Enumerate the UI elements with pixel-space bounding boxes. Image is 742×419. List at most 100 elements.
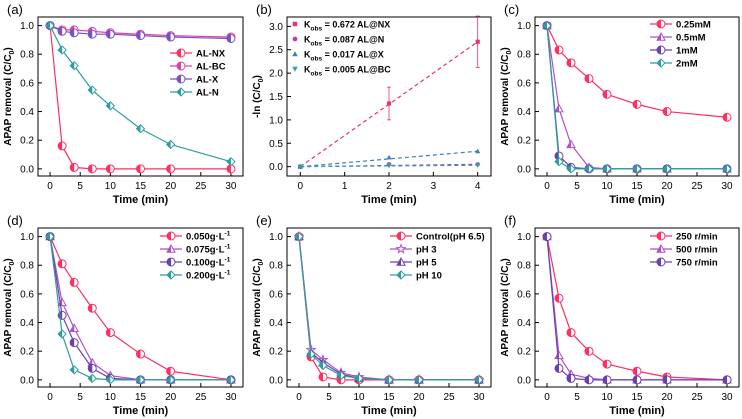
data-point-fill [166,140,171,149]
data-point-fill [88,164,93,173]
data-point-fill [307,350,311,359]
x-tick-label: 30 [721,181,733,192]
legend-marker-fill [657,59,661,67]
y-tick-label: 0.8 [269,261,283,272]
x-tick-label: 0 [544,181,550,192]
x-tick-label: 30 [225,392,237,403]
legend-entry: 0.200g·L-1 [160,270,231,282]
panel-label: (f) [504,213,516,228]
legend-label: 2mM [676,59,698,70]
y-tick-label: 0.4 [20,318,34,329]
data-point-fill [723,375,727,384]
y-tick-label: 3.0 [269,22,283,33]
data-point-fill [106,375,111,384]
x-tick-label: 15 [135,181,147,192]
y-tick-label: 0.0 [269,375,283,386]
data-point-fill [555,45,559,54]
y-tick-label: 1.0 [20,21,34,32]
legend-label: 0.5mM [676,33,706,44]
data-point-fill [70,163,75,172]
y-tick-label: 0.8 [517,261,531,272]
legend-marker-fill [657,20,661,28]
legend-entry: Kobs = 0.087 AL@N [292,35,384,48]
y-tick-label: 0.5 [269,139,283,150]
data-point-fill [633,100,637,109]
legend-marker-fill [177,88,181,96]
legend-entry: AL-BC [170,61,226,73]
y-tick-label: 1.0 [269,115,283,126]
legend-label: Kobs = 0.005 AL@BC [304,65,391,78]
x-tick-label: 5 [77,392,83,403]
x-tick-label: 10 [353,392,365,403]
legend-label: Kobs = 0.672 AL@NX [304,20,390,33]
series-2 [45,21,236,43]
y-axis-label: APAP removal (C/C0) [3,47,16,146]
fit-line [300,164,478,168]
y-tick-label: 0.0 [517,375,531,386]
legend-label: 0.075g·L-1 [186,244,231,256]
data-point-fill [226,164,231,173]
legend-entry: 250 r/min [650,231,718,243]
legend-label: 0.050g·L-1 [186,231,231,243]
x-tick-label: 20 [413,392,425,403]
x-tick-label: 5 [77,181,83,192]
series-3 [294,231,484,385]
data-point-fill [633,367,637,376]
y-axis-label: APAP removal (C/C0) [500,47,513,146]
series-2 [542,232,732,385]
data-point [386,163,392,169]
y-tick-label: 0.4 [517,318,531,329]
legend-label: Kobs = 0.087 AL@N [304,35,384,48]
y-tick-label: 0.8 [20,261,34,272]
data-point-fill [555,104,559,112]
legend-label: pH 5 [416,258,437,269]
y-tick-label: 0.8 [517,50,531,61]
data-point-fill [663,107,667,116]
data-point-fill [555,364,559,373]
chart-panel-a: (a) 0 5 10 15 20 25 30 Time (min) 0.0 0.2 0.4 0.6 0.8… [3,2,244,206]
y-tick-label: 0.2 [269,347,283,358]
y-tick-label: 0.0 [517,164,531,175]
y-tick-label: 0.6 [269,289,283,300]
legend-entry: Kobs = 0.017 AL@X [292,50,384,63]
data-point [386,101,392,106]
series-line [49,236,231,381]
y-axis-label: APAP removal (C/C0) [252,258,265,357]
data-point-fill [166,375,171,384]
y-axis-label: -ln (C/C0) [252,75,265,118]
y-tick-label: 0.6 [20,289,34,300]
x-tick-label: 25 [691,392,703,403]
x-tick-label: 20 [661,392,673,403]
legend-label: 500 r/min [676,245,718,256]
data-point-fill [543,21,547,30]
series-2 [542,21,732,174]
x-axis-label: Time (min) [609,405,665,417]
data-point-fill [385,375,389,384]
legend-entry: 0.25mM [650,19,711,31]
legend-marker-fill [397,258,401,266]
legend-entry: 0.100g·L-1 [160,257,231,269]
x-tick-label: 15 [631,181,643,192]
y-tick-label: 0.0 [269,162,283,173]
y-axis-label: APAP removal (C/C0) [500,258,513,357]
data-point-fill [70,338,75,347]
series-line [546,236,728,381]
data-point-fill [106,328,111,337]
data-point-fill [475,375,479,384]
legend-entry: 0.050g·L-1 [160,231,231,243]
data-point-fill [567,58,571,67]
data-point-fill [58,330,63,338]
legend-entry: AL-X [170,74,219,86]
legend-label: Control(pH 6.5) [416,232,485,243]
data-point-fill [58,27,63,36]
data-point-fill [136,124,141,133]
data-point-fill [88,30,93,39]
data-point-fill [319,361,323,370]
legend-entry: AL-NX [170,48,226,60]
data-point-fill [567,164,571,173]
legend-label: 0.200g·L-1 [186,270,231,282]
y-tick-label: 0.6 [517,78,531,89]
data-point-fill [567,328,571,337]
legend-entry: pH 3 [390,243,437,256]
